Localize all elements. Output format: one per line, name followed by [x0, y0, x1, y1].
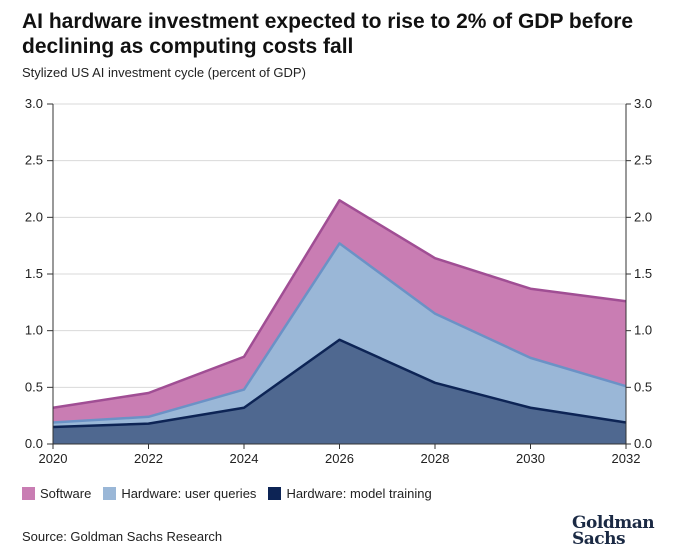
y-tick-right-5: 2.5: [634, 153, 652, 168]
logo-line-1: Goldman: [572, 513, 655, 533]
area-hardware-model-training: [53, 339, 626, 444]
legend-item-model-training: Hardware: model training: [268, 486, 432, 501]
area-software: [53, 200, 626, 423]
y-tick-left-6: 3.0: [25, 96, 43, 111]
logo-line-2: Sachs: [572, 529, 626, 549]
line-software: [52, 199, 627, 409]
x-tick-5: 2030: [516, 451, 545, 466]
stacked-areas: [53, 200, 626, 444]
line-hardware-model-training: [52, 338, 627, 429]
chart-subtitle: Stylized US AI investment cycle (percent…: [22, 65, 306, 80]
y-tick-right-0: 0.0: [634, 436, 652, 451]
y-tick-left-0: 0.0: [25, 436, 43, 451]
x-tick-3: 2026: [325, 451, 354, 466]
y-tick-right-6: 3.0: [634, 96, 652, 111]
legend-swatch-user-queries: [103, 487, 117, 500]
y-tick-left-1: 0.5: [25, 379, 43, 394]
series-lines: [52, 199, 627, 429]
x-tick-6: 2032: [612, 451, 641, 466]
legend-label-software: Software: [40, 486, 92, 501]
legend-label-user-queries: Hardware: user queries: [121, 486, 257, 501]
legend-item-software: Software: [22, 486, 91, 501]
goldman-sachs-logo: Goldman Sachs: [572, 513, 655, 549]
y-tick-right-4: 2.0: [634, 209, 652, 224]
tick-labels: 0.0 0.0 0.5 0.5 1.0 1.0 1.5 1.5 2.0 2.0 2.5 2.5 3.0 3…: [25, 96, 652, 466]
legend-swatch-software: [22, 487, 35, 500]
y-tick-left-2: 1.0: [25, 323, 43, 338]
y-tick-right-3: 1.5: [634, 266, 652, 281]
chart-title: AI hardware investment expected to rise …: [22, 10, 634, 58]
x-tick-2: 2024: [230, 451, 259, 466]
legend-item-user-queries: Hardware: user queries: [103, 486, 256, 501]
y-tick-left-3: 1.5: [25, 266, 43, 281]
axes: [47, 103, 631, 449]
x-tick-0: 2020: [39, 451, 68, 466]
area-hardware-user-queries: [53, 243, 626, 427]
y-tick-right-1: 0.5: [634, 379, 652, 394]
area-chart: 0.0 0.0 0.5 0.5 1.0 1.0 1.5 1.5 2.0 2.0 2.5 2.5 3.0 3…: [25, 96, 652, 466]
source-note: Source: Goldman Sachs Research: [22, 529, 223, 544]
line-hardware-user-queries: [52, 242, 627, 424]
y-tick-left-4: 2.0: [25, 209, 43, 224]
legend: Software Hardware: user queries Hardware…: [22, 486, 444, 501]
y-tick-right-2: 1.0: [634, 323, 652, 338]
x-tick-4: 2028: [421, 451, 450, 466]
y-tick-left-5: 2.5: [25, 153, 43, 168]
x-tick-1: 2022: [134, 451, 163, 466]
legend-label-model-training: Hardware: model training: [286, 486, 432, 501]
legend-swatch-model-training: [268, 487, 282, 500]
